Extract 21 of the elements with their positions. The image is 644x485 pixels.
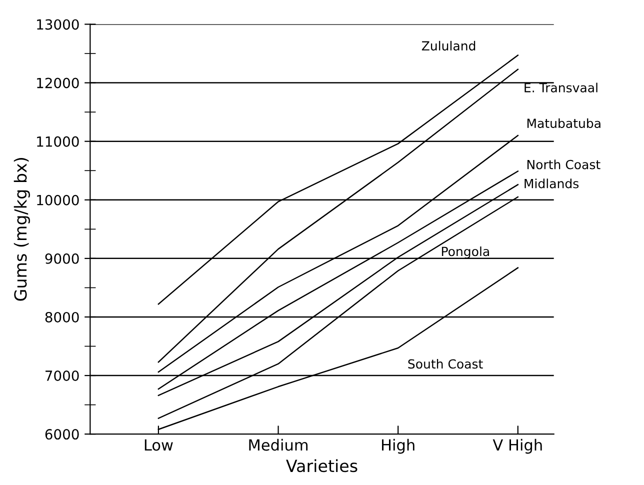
y-tick-label: 9000 xyxy=(45,253,79,264)
series-label: North Coast xyxy=(527,160,600,170)
y-tick-label: 7000 xyxy=(46,370,79,382)
y-tick-label: 6000 xyxy=(45,429,79,440)
series-label: E. Transvaal xyxy=(524,82,598,92)
y-tick-label: 11000 xyxy=(37,136,79,147)
x-tick-label: High xyxy=(382,438,414,454)
text: Zululand xyxy=(422,40,476,51)
y-tick-label: 8000 xyxy=(45,312,79,322)
x-axis-title: Varieties xyxy=(286,459,358,472)
series-label: South Coast xyxy=(408,358,483,369)
y-axis-title: Gums (mg/kg bx) xyxy=(14,158,30,301)
x-tick-label: V High xyxy=(492,438,542,454)
series-label: Midlands xyxy=(524,178,579,188)
series-label: Pongola xyxy=(442,246,489,259)
y-tick-label: 12000 xyxy=(37,78,79,88)
y-tick-label: 10000 xyxy=(37,194,79,206)
x-tick-label: Medium xyxy=(249,438,308,451)
series-label: Matubatuba xyxy=(527,118,600,128)
x-tick-label: Low xyxy=(144,439,173,451)
y-tick-label: 13000 xyxy=(37,19,79,30)
